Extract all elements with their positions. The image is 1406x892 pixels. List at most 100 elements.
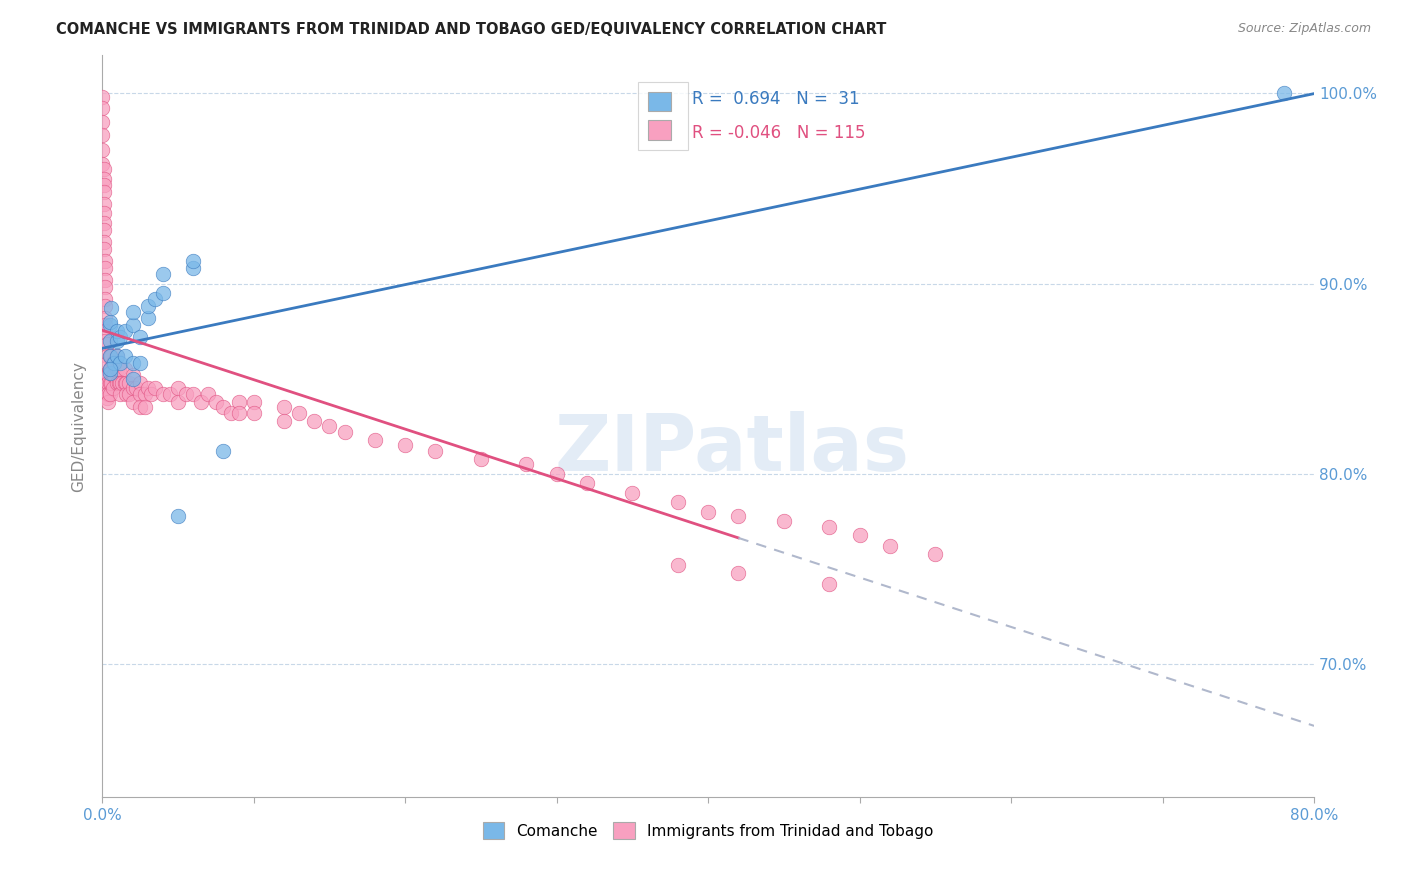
Point xyxy=(114,376,136,390)
Point xyxy=(118,387,141,401)
Point xyxy=(136,299,159,313)
Point xyxy=(242,394,264,409)
Point xyxy=(91,114,114,128)
Point xyxy=(98,366,121,380)
Point xyxy=(105,349,128,363)
Point xyxy=(98,315,121,329)
Point xyxy=(94,310,117,325)
Point xyxy=(159,387,181,401)
Point xyxy=(94,273,117,287)
Point xyxy=(121,305,143,319)
Point xyxy=(152,387,174,401)
Point xyxy=(91,102,114,116)
Point xyxy=(98,362,121,376)
Text: R = -0.046   N = 115: R = -0.046 N = 115 xyxy=(692,124,866,142)
Point xyxy=(136,381,159,395)
Point xyxy=(93,196,115,211)
Point xyxy=(197,387,219,401)
Point xyxy=(129,401,152,415)
Point xyxy=(273,414,295,428)
Point xyxy=(94,292,117,306)
Point xyxy=(134,401,156,415)
Point xyxy=(621,486,644,500)
Point xyxy=(205,394,228,409)
Point xyxy=(97,394,120,409)
Point xyxy=(1272,86,1295,100)
Point xyxy=(129,376,152,390)
Point xyxy=(100,362,122,376)
Text: Source: ZipAtlas.com: Source: ZipAtlas.com xyxy=(1237,22,1371,36)
Point xyxy=(174,387,197,401)
Point xyxy=(93,162,115,177)
Point xyxy=(121,394,143,409)
Point xyxy=(93,242,115,256)
Point xyxy=(727,566,749,580)
Text: COMANCHE VS IMMIGRANTS FROM TRINIDAD AND TOBAGO GED/EQUIVALENCY CORRELATION CHAR: COMANCHE VS IMMIGRANTS FROM TRINIDAD AND… xyxy=(56,22,887,37)
Point xyxy=(105,349,128,363)
Text: ZIPatlas: ZIPatlas xyxy=(555,410,910,486)
Point xyxy=(111,376,134,390)
Point xyxy=(94,253,117,268)
Point xyxy=(108,362,131,376)
Point xyxy=(288,406,311,420)
Legend: Comanche, Immigrants from Trinidad and Tobago: Comanche, Immigrants from Trinidad and T… xyxy=(477,815,939,846)
Point xyxy=(98,376,121,390)
Point xyxy=(190,394,212,409)
Point xyxy=(110,376,132,390)
Y-axis label: GED/Equivalency: GED/Equivalency xyxy=(72,361,86,491)
Point xyxy=(98,349,121,363)
Point xyxy=(152,286,174,301)
Point xyxy=(93,178,115,192)
Point xyxy=(666,495,689,509)
Point xyxy=(121,356,143,370)
Point xyxy=(94,299,117,313)
Point xyxy=(108,376,131,390)
Point xyxy=(105,362,128,376)
Point xyxy=(96,368,118,382)
Point xyxy=(139,387,162,401)
Point xyxy=(228,394,250,409)
Point xyxy=(94,324,117,338)
Point xyxy=(115,376,138,390)
Point xyxy=(121,372,143,386)
Point xyxy=(228,406,250,420)
Point xyxy=(136,310,159,325)
Point xyxy=(167,508,190,523)
Point xyxy=(93,172,115,186)
Point xyxy=(94,318,117,333)
Point xyxy=(181,253,204,268)
Point xyxy=(94,334,117,348)
Point xyxy=(181,261,204,276)
Point xyxy=(924,547,946,561)
Point xyxy=(273,401,295,415)
Point xyxy=(219,406,242,420)
Point xyxy=(103,368,125,382)
Point xyxy=(121,318,143,333)
Point xyxy=(134,387,156,401)
Point xyxy=(727,508,749,523)
Point xyxy=(93,185,115,199)
Point xyxy=(93,216,115,230)
Point xyxy=(167,394,190,409)
Point xyxy=(114,349,136,363)
Point xyxy=(143,292,166,306)
Point xyxy=(96,391,118,405)
Point xyxy=(110,330,132,344)
Point xyxy=(100,376,122,390)
Point xyxy=(98,334,121,348)
Point xyxy=(93,206,115,220)
Point xyxy=(848,528,870,542)
Point xyxy=(818,520,841,534)
Point xyxy=(333,425,356,439)
Point xyxy=(91,128,114,142)
Point xyxy=(212,444,235,458)
Point xyxy=(101,368,124,382)
Point xyxy=(91,90,114,104)
Point xyxy=(124,381,146,395)
Point xyxy=(93,223,115,237)
Point xyxy=(425,444,447,458)
Point xyxy=(94,280,117,294)
Point xyxy=(167,381,190,395)
Point xyxy=(100,301,122,316)
Point xyxy=(515,458,537,472)
